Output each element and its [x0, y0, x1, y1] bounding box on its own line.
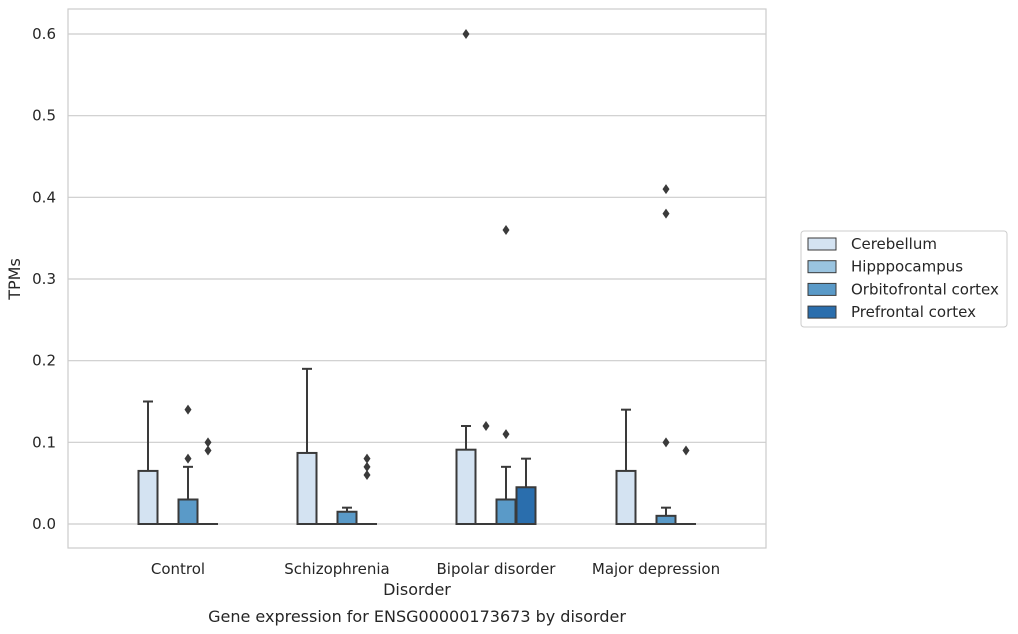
y-tick-label: 0.4 [32, 188, 56, 206]
y-tick-label: 0.0 [32, 515, 56, 533]
legend-frame [800, 230, 1008, 328]
y-tick-label: 0.5 [32, 107, 56, 125]
box [336, 510, 358, 525]
box-cerebellum [455, 29, 477, 525]
box [137, 469, 159, 525]
outlier-point [502, 429, 510, 440]
legend-swatch [807, 260, 837, 274]
y-axis-ticks: 0.0 0.1 0.2 0.3 0.4 0.5 0.6 [32, 25, 56, 533]
outlier-point [662, 437, 670, 448]
y-axis-label: TPMs [5, 258, 24, 301]
box [615, 469, 637, 525]
y-tick-label: 0.3 [32, 270, 56, 288]
legend: Cerebellum Hipppocampus Orbitofrontal cort… [800, 230, 1008, 328]
box [495, 498, 517, 525]
legend-swatch [807, 237, 837, 251]
box-orbitofrontal-cortex [655, 184, 677, 525]
x-axis-ticks: Control Schizophrenia Bipolar disorder Majo… [151, 560, 720, 578]
outlier-point [204, 445, 212, 456]
outlier-point [363, 461, 371, 472]
legend-swatch [807, 305, 837, 319]
y-tick-label: 0.2 [32, 352, 56, 370]
box-prefrontal-cortex [198, 437, 218, 525]
legend-label: Cerebellum [851, 235, 937, 253]
box-cerebellum [296, 367, 318, 526]
box-prefrontal-cortex [676, 445, 696, 525]
box-hipppocampus [476, 421, 496, 525]
box-prefrontal-cortex [357, 453, 377, 525]
y-tick-label: 0.1 [32, 433, 56, 451]
chart-title: Gene expression for ENSG00000173673 by d… [208, 607, 626, 626]
box-series [137, 29, 696, 526]
box [177, 498, 199, 525]
outlier-point [662, 184, 670, 195]
outlier-point [662, 208, 670, 219]
box-orbitofrontal-cortex [336, 506, 358, 525]
box [296, 451, 318, 526]
legend-swatch [807, 282, 837, 296]
box-orbitofrontal-cortex [177, 404, 199, 525]
x-tick-label: Control [151, 560, 205, 578]
x-tick-label: Major depression [592, 560, 720, 578]
legend-label: Hipppocampus [851, 258, 963, 276]
grid-lines [68, 33, 766, 525]
x-tick-label: Bipolar disorder [437, 560, 557, 578]
box [455, 448, 477, 525]
y-tick-label: 0.6 [32, 25, 56, 43]
outlier-point [184, 453, 192, 464]
outlier-point [363, 453, 371, 464]
outlier-point [682, 445, 690, 456]
outlier-point [363, 470, 371, 480]
outlier-point [184, 404, 192, 415]
legend-label: Prefrontal cortex [851, 303, 976, 321]
outlier-point [502, 225, 510, 235]
legend-label: Orbitofrontal cortex [851, 280, 999, 298]
box-cerebellum [137, 400, 159, 525]
x-tick-label: Schizophrenia [284, 560, 389, 578]
box-orbitofrontal-cortex [495, 225, 517, 525]
box-cerebellum [615, 408, 637, 525]
outlier-point [462, 29, 470, 39]
outlier-point [482, 421, 490, 431]
box [515, 486, 537, 525]
box [655, 514, 677, 525]
box-prefrontal-cortex [515, 457, 537, 525]
outlier-point [204, 437, 212, 448]
x-axis-label: Disorder [383, 580, 451, 599]
plot-area-frame [67, 8, 767, 549]
